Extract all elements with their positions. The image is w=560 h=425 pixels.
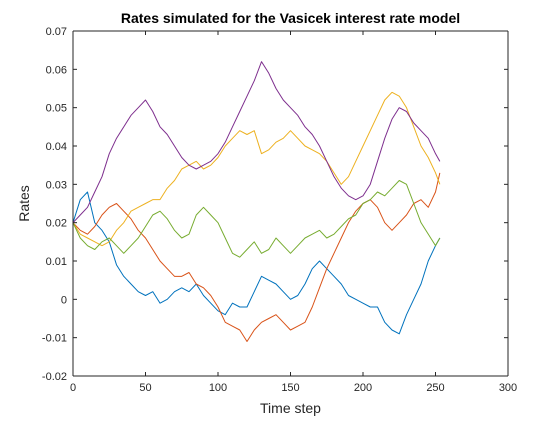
tick-layer: 0 50 100 150 200 250 300 -0.02 -0.01 0 0.01 0.02 0.0… (42, 26, 517, 394)
plot-area (73, 31, 508, 376)
x-tick-label: 200 (354, 382, 372, 394)
x-tick-label: 50 (139, 382, 151, 394)
x-tick-label: 150 (281, 382, 299, 394)
y-tick-label: 0.02 (46, 218, 67, 230)
x-tick-label: 300 (499, 382, 517, 394)
y-tick-label: 0.03 (46, 179, 67, 191)
series-line-4 (72, 61, 441, 224)
chart-title: Rates simulated for the Vasicek interest… (121, 10, 460, 26)
series-line-2 (72, 172, 441, 342)
y-tick-label: -0.01 (42, 333, 67, 345)
x-tick-label: 250 (426, 382, 444, 394)
y-axis-label: Rates (16, 185, 32, 222)
series-layer (72, 61, 441, 342)
x-axis-label: Time step (260, 400, 321, 416)
y-tick-label: -0.02 (42, 371, 67, 383)
series-line-1 (72, 191, 441, 335)
y-tick-label: 0 (61, 294, 67, 306)
y-tick-label: 0.05 (46, 103, 67, 115)
series-line-3 (72, 91, 441, 247)
y-tick-label: 0.06 (46, 64, 67, 76)
y-tick-label: 0.01 (46, 256, 67, 268)
x-tick-label: 0 (70, 382, 76, 394)
y-tick-label: 0.07 (46, 26, 67, 38)
series-line-5 (72, 180, 441, 258)
x-tick-label: 100 (209, 382, 227, 394)
y-tick-label: 0.04 (46, 141, 67, 153)
